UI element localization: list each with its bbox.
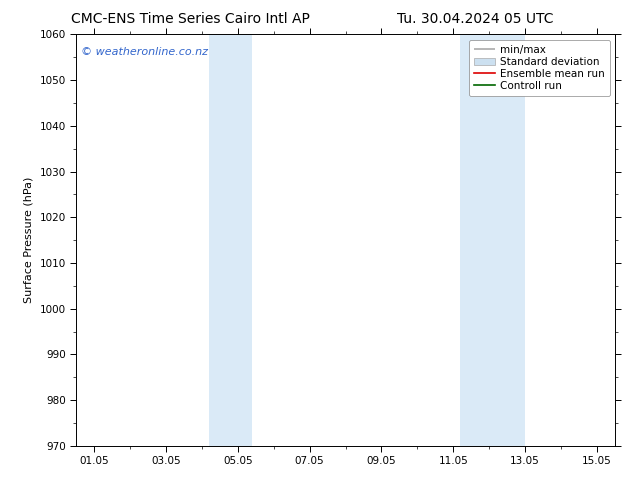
Text: CMC-ENS Time Series Cairo Intl AP: CMC-ENS Time Series Cairo Intl AP (71, 12, 309, 26)
Bar (209, 34, 252, 446)
Y-axis label: Surface Pressure (hPa): Surface Pressure (hPa) (24, 177, 34, 303)
Text: © weatheronline.co.nz: © weatheronline.co.nz (81, 47, 209, 57)
Bar (460, 34, 525, 446)
Text: Tu. 30.04.2024 05 UTC: Tu. 30.04.2024 05 UTC (398, 12, 553, 26)
Legend: min/max, Standard deviation, Ensemble mean run, Controll run: min/max, Standard deviation, Ensemble me… (469, 40, 610, 96)
